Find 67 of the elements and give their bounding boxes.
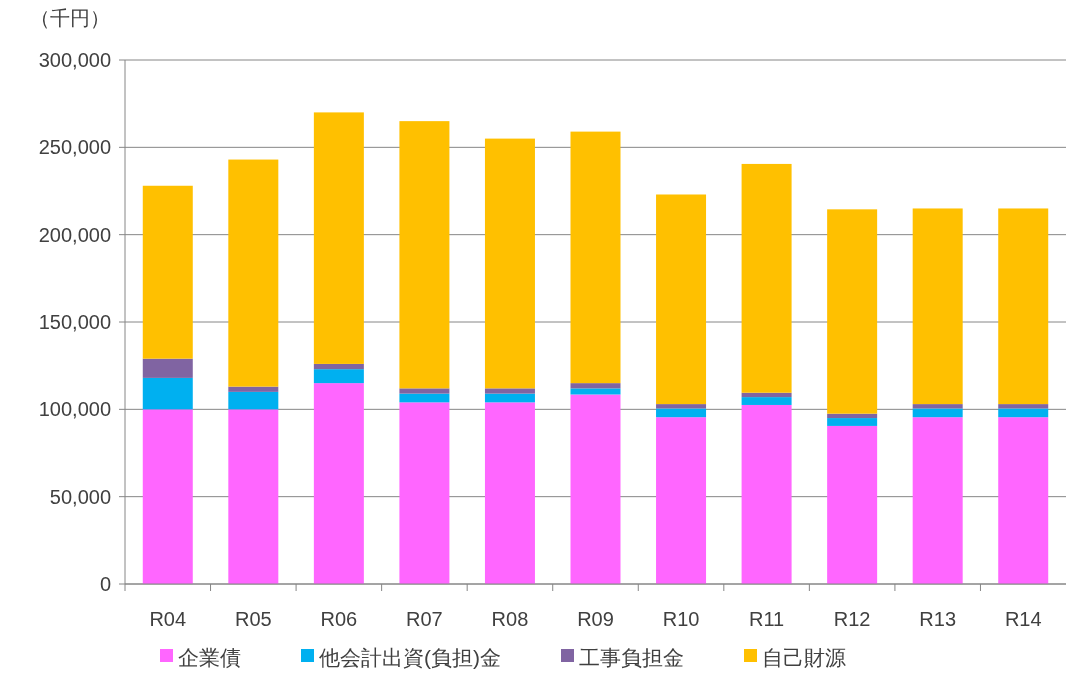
- bar: [741, 404, 792, 584]
- legend-label: 自己財源: [762, 646, 846, 669]
- bar: [313, 383, 364, 584]
- bar: [570, 131, 621, 384]
- bar: [399, 402, 450, 584]
- y-tick-label: 0: [99, 573, 111, 595]
- bar: [998, 208, 1049, 405]
- bar: [827, 418, 878, 426]
- bar: [228, 391, 279, 410]
- x-tick-label: R09: [577, 608, 614, 630]
- bar: [656, 194, 707, 405]
- bar: [142, 377, 193, 410]
- x-tick-label: R14: [1004, 608, 1042, 630]
- x-tick-label: R06: [320, 608, 358, 630]
- y-tick-label: 250,000: [38, 136, 111, 159]
- x-tick-label: R13: [919, 608, 957, 630]
- bar: [313, 363, 364, 370]
- bar: [656, 404, 707, 409]
- bar: [656, 408, 707, 418]
- x-tick-label: R08: [491, 608, 529, 630]
- legend-label: 工事負担金: [579, 646, 684, 669]
- x-tick-label: R11: [748, 608, 785, 630]
- bar: [484, 138, 535, 389]
- bar: [827, 209, 878, 414]
- bar: [570, 383, 621, 389]
- bar: [912, 408, 963, 418]
- y-axis-title: （千円）: [30, 7, 110, 29]
- legend-label: 他会計出資(負担)金: [319, 646, 501, 669]
- y-tick-label: 100,000: [38, 398, 111, 421]
- bar: [399, 121, 450, 389]
- y-tick-label: 300,000: [38, 49, 111, 71]
- bar: [313, 369, 364, 384]
- bar: [570, 388, 621, 395]
- bar: [399, 388, 450, 394]
- bar: [570, 394, 621, 584]
- bar: [912, 417, 963, 584]
- bar: [741, 163, 792, 393]
- bar: [656, 417, 707, 584]
- bar: [484, 393, 535, 403]
- bar: [998, 417, 1049, 584]
- bar: [313, 112, 364, 364]
- legend-label: 企業債: [178, 646, 241, 669]
- x-tick-label: R05: [234, 608, 272, 630]
- bar: [484, 388, 535, 394]
- bar: [998, 408, 1049, 418]
- bar: [741, 392, 792, 398]
- bar: [912, 208, 963, 405]
- bar: [484, 402, 535, 584]
- y-tick-label: 200,000: [38, 223, 111, 246]
- x-tick-label: R12: [833, 608, 871, 630]
- bar: [142, 409, 193, 584]
- x-tick-label: R07: [406, 608, 443, 630]
- bar: [998, 404, 1049, 409]
- bar: [912, 404, 963, 409]
- bar: [228, 159, 279, 387]
- y-tick-label: 50,000: [49, 485, 111, 508]
- bar: [142, 185, 193, 359]
- bar: [142, 358, 193, 378]
- bar: [827, 425, 878, 584]
- x-tick-label: R10: [662, 608, 700, 630]
- bar: [399, 393, 450, 403]
- bar: [228, 386, 279, 392]
- bar: [228, 409, 279, 584]
- bar: [827, 413, 878, 419]
- y-tick-label: 150,000: [38, 311, 111, 333]
- bar: [741, 397, 792, 405]
- x-tick-label: R04: [149, 608, 187, 630]
